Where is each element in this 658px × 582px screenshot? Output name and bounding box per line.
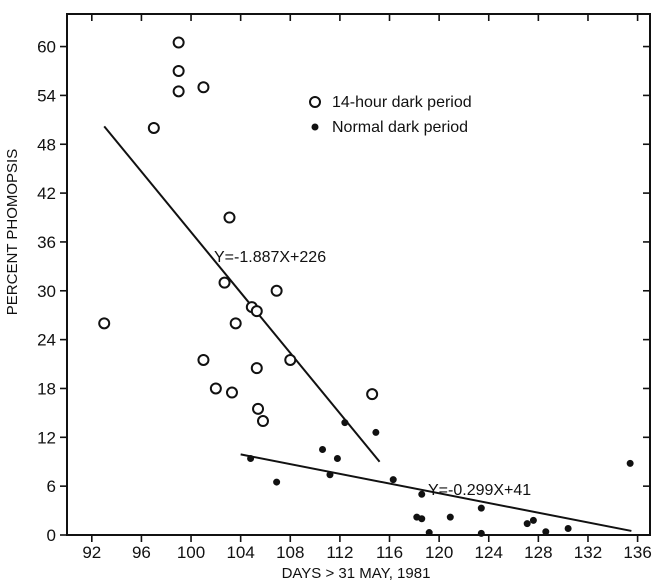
regression-lines: Y=-1.887X+226 Y=-0.299X+41 [103, 125, 632, 532]
x-tick-label: 104 [226, 543, 254, 562]
filled-dot-point [333, 454, 341, 462]
x-tick-label: 124 [475, 543, 503, 562]
legend-filled-dot-marker [311, 123, 319, 131]
filled-dot-point [273, 478, 281, 486]
x-tick-label: 112 [326, 543, 353, 562]
y-tick-label: 42 [37, 184, 56, 203]
open-circle-point [172, 36, 185, 49]
open-circle-point [284, 353, 297, 366]
filled-dot-point [626, 459, 634, 467]
y-tick-label: 18 [37, 379, 56, 398]
y-tick-label: 54 [37, 86, 56, 105]
y-tick-label: 24 [37, 331, 56, 350]
open-circle-point [250, 305, 263, 318]
open-circle-point [209, 382, 222, 395]
legend-label: Normal dark period [332, 119, 468, 136]
x-axis-label: DAYS > 31 MAY, 1981 [282, 565, 431, 582]
filled-dot-point [418, 490, 426, 498]
open-circle-point [197, 353, 210, 366]
x-tick-label: 96 [132, 543, 151, 562]
regression-equation: Y=-1.887X+226 [214, 249, 326, 266]
filled-dot-point [418, 515, 426, 523]
x-tick-label: 132 [574, 543, 602, 562]
plot-frame [66, 13, 651, 536]
filled-dot-point [542, 528, 550, 536]
x-axis: 92 96 100 104 108 112 116 120 124 128 132 136 [82, 14, 652, 562]
y-tick-label: 60 [37, 38, 56, 57]
filled-dot-point [477, 504, 485, 512]
data-points [98, 36, 634, 537]
open-circle-point [197, 81, 210, 94]
filled-dot-point [477, 529, 485, 537]
x-tick-label: 120 [425, 543, 453, 562]
y-tick-label: 0 [47, 526, 56, 545]
open-circle-point [172, 85, 185, 98]
filled-dot-point [319, 446, 327, 454]
open-circle-point [223, 211, 236, 224]
filled-dot-point [341, 419, 349, 427]
open-circle-point [252, 402, 265, 415]
open-circle-point [225, 386, 238, 399]
legend-open-circle-marker [309, 96, 321, 108]
filled-dot-point [247, 454, 255, 462]
open-circle-point [229, 317, 242, 330]
regression-line [240, 453, 632, 532]
y-tick-label: 12 [37, 428, 56, 447]
open-circle-point [98, 317, 111, 330]
legend-label: 14-hour dark period [332, 94, 472, 111]
filled-dot-point [523, 520, 531, 528]
open-circle-point [218, 276, 231, 289]
x-tick-label: 108 [276, 543, 304, 562]
y-tick-label: 36 [37, 233, 56, 252]
filled-dot-point [372, 428, 380, 436]
open-circle-point [250, 362, 263, 375]
filled-dot-point [326, 471, 334, 479]
x-tick-label: 136 [623, 543, 651, 562]
x-tick-label: 92 [82, 543, 101, 562]
open-circle-point [366, 388, 379, 401]
open-circle-point [270, 284, 283, 297]
open-circle-point [147, 121, 160, 134]
regression-equation: Y=-0.299X+41 [428, 482, 531, 499]
filled-dot-point [425, 529, 433, 537]
filled-dot-point [446, 513, 454, 521]
regression-line [103, 125, 381, 463]
open-circle-point [172, 64, 185, 77]
x-tick-label: 116 [376, 543, 403, 562]
y-axis-label: PERCENT PHOMOPSIS [4, 149, 21, 315]
filled-dot-point [529, 516, 537, 524]
filled-dot-point [389, 476, 397, 484]
x-tick-label: 128 [524, 543, 552, 562]
open-circle-point [256, 415, 269, 428]
y-axis: 0 6 12 18 24 30 36 42 48 54 60 [37, 38, 650, 545]
filled-dot-point [564, 524, 572, 532]
plot-border [66, 13, 651, 536]
x-tick-label: 100 [177, 543, 205, 562]
y-tick-label: 48 [37, 135, 56, 154]
y-tick-label: 6 [47, 477, 56, 496]
y-tick-label: 30 [37, 282, 56, 301]
legend: 14-hour dark period Normal dark period [309, 94, 472, 136]
